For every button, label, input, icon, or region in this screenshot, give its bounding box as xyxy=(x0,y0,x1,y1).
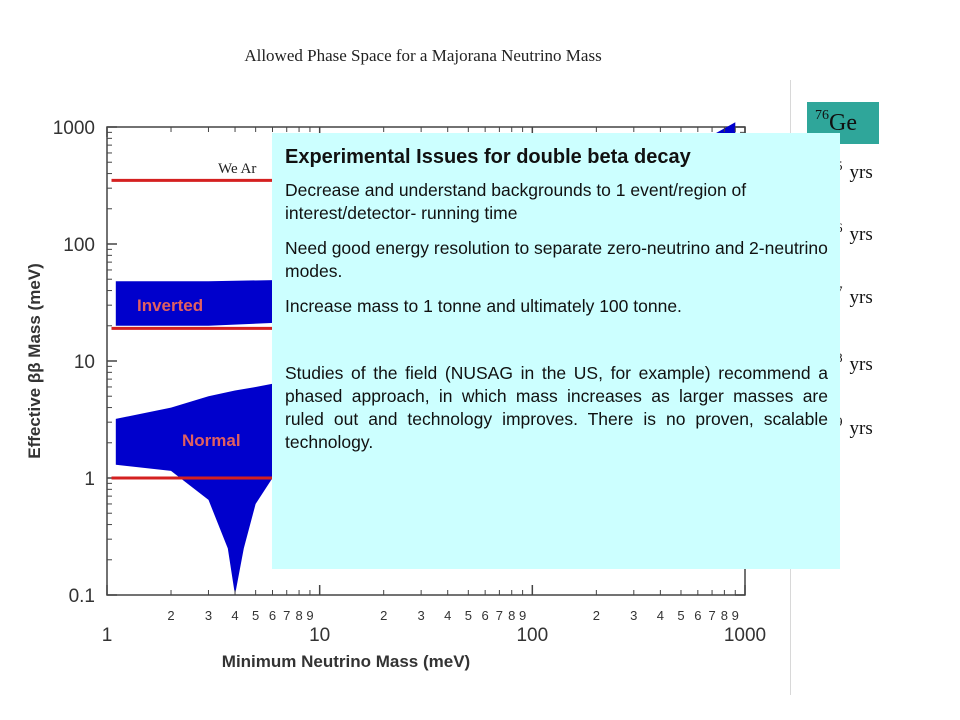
y-axis-title: Effective ββ Mass (meV) xyxy=(25,263,44,459)
x-tick-label: 100 xyxy=(516,625,548,646)
x-minor-tick-label: 6 xyxy=(269,608,276,623)
halflife-label: 9yrs xyxy=(836,414,873,439)
x-minor-tick-label: 5 xyxy=(677,608,684,623)
halflife-label: 6yrs xyxy=(836,220,873,245)
x-minor-tick-label: 5 xyxy=(252,608,259,623)
x-axis-title: Minimum Neutrino Mass (meV) xyxy=(222,652,470,671)
issues-title: Experimental Issues for double beta deca… xyxy=(285,146,691,168)
x-tick-label: 1 xyxy=(102,625,113,646)
x-minor-tick-label: 7 xyxy=(283,608,290,623)
x-minor-tick-label: 8 xyxy=(295,608,302,623)
y-tick-label: 1 xyxy=(84,469,95,490)
x-minor-tick-label: 3 xyxy=(630,608,637,623)
x-minor-tick-label: 4 xyxy=(657,608,664,623)
x-tick-label: 1000 xyxy=(724,625,766,646)
halflife-label: 5yrs xyxy=(836,158,873,183)
x-minor-tick-label: 8 xyxy=(721,608,728,623)
isotope-symbol: Ge xyxy=(829,109,857,136)
issue-item: Decrease and understand backgrounds to 1… xyxy=(285,180,747,223)
y-tick-label: 0.1 xyxy=(69,586,95,607)
x-minor-tick-label: 2 xyxy=(593,608,600,623)
x-minor-tick-label: 3 xyxy=(418,608,425,623)
x-minor-tick-label: 4 xyxy=(231,608,238,623)
sensitivity-annotation: We Ar xyxy=(218,161,257,177)
slide-title: Allowed Phase Space for a Majorana Neutr… xyxy=(244,46,602,65)
band-label-inverted: Inverted xyxy=(137,296,203,315)
x-minor-tick-label: 9 xyxy=(306,608,313,623)
x-minor-tick-label: 7 xyxy=(496,608,503,623)
x-tick-label: 10 xyxy=(309,625,330,646)
x-minor-tick-label: 8 xyxy=(508,608,515,623)
x-minor-tick-label: 2 xyxy=(167,608,174,623)
issue-item: Need good energy resolution to separate … xyxy=(285,238,828,281)
x-minor-tick-label: 7 xyxy=(708,608,715,623)
halflife-label: 7yrs xyxy=(836,283,873,308)
x-minor-tick-label: 6 xyxy=(482,608,489,623)
halflife-label: 8yrs xyxy=(836,350,873,375)
isotope-mass-number: 76 xyxy=(815,108,829,123)
y-tick-label: 1000 xyxy=(53,118,95,139)
x-minor-tick-label: 9 xyxy=(732,608,739,623)
x-minor-tick-label: 2 xyxy=(380,608,387,623)
experimental-issues-box: Experimental Issues for double beta deca… xyxy=(272,133,840,569)
y-tick-label: 10 xyxy=(74,352,95,373)
issue-item: Increase mass to 1 tonne and ultimately … xyxy=(285,296,682,316)
y-tick-label: 100 xyxy=(63,235,95,256)
band-label-normal: Normal xyxy=(182,431,241,450)
x-minor-tick-label: 3 xyxy=(205,608,212,623)
x-minor-tick-label: 6 xyxy=(694,608,701,623)
issue-item: Studies of the field (NUSAG in the US, f… xyxy=(285,363,828,452)
x-minor-tick-label: 9 xyxy=(519,608,526,623)
x-minor-tick-label: 4 xyxy=(444,608,451,623)
x-minor-tick-label: 5 xyxy=(465,608,472,623)
